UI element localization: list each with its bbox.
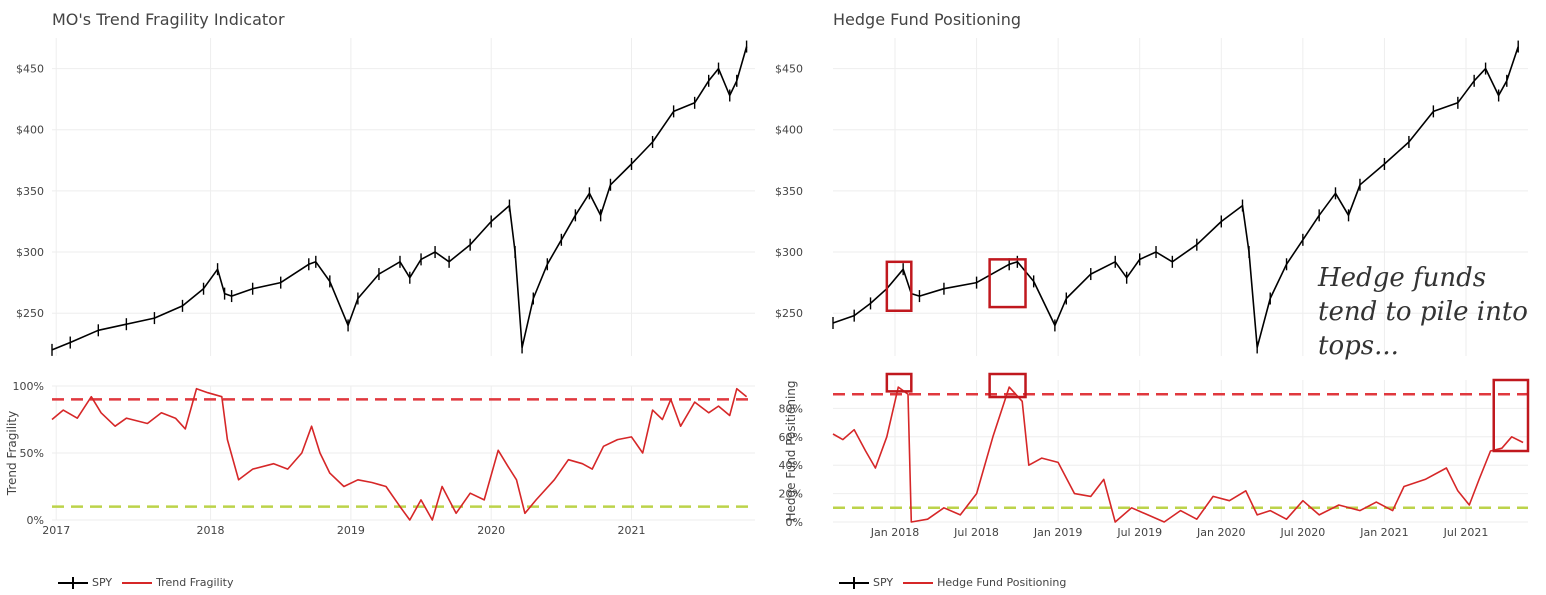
indicator-y-tick-label: 20% bbox=[779, 488, 803, 501]
x-tick-label: 2017 bbox=[42, 524, 70, 537]
spy-price-line bbox=[51, 46, 748, 351]
x-tick-label: 2019 bbox=[337, 524, 365, 537]
indicator-y-axis-title: Trend Fragility bbox=[5, 411, 19, 496]
legend-right: SPY Hedge Fund Positioning bbox=[839, 576, 1076, 589]
chart-panel-left: MO's Trend Fragility Indicator $250 $300 $… bbox=[5, 10, 755, 589]
x-tick-label: Jan 2020 bbox=[1196, 526, 1245, 539]
indicator-y-tick-label: 0% bbox=[27, 514, 44, 527]
price-y-tick-label: $450 bbox=[775, 63, 803, 76]
x-tick-label: Jan 2018 bbox=[870, 526, 919, 539]
x-tick-label: Jul 2019 bbox=[1116, 526, 1162, 539]
x-tick-label: Jul 2020 bbox=[1279, 526, 1325, 539]
indicator-line bbox=[51, 387, 748, 521]
legend-swatch-spy bbox=[58, 576, 88, 589]
legend-swatch-trend-fragility bbox=[122, 577, 153, 589]
highlight-box-indicator bbox=[988, 372, 1027, 399]
indicator-y-tick-label: 50% bbox=[20, 447, 44, 460]
indicator-y-tick-label: 40% bbox=[779, 459, 803, 472]
highlight-box-indicator bbox=[1492, 378, 1530, 453]
x-tick-label: Jan 2021 bbox=[1359, 526, 1408, 539]
x-tick-label: Jul 2018 bbox=[953, 526, 999, 539]
x-tick-label: 2020 bbox=[477, 524, 505, 537]
annotation-line-2: tend to pile into bbox=[1318, 296, 1528, 327]
x-tick-label: 2018 bbox=[197, 524, 225, 537]
legend-label-trend-fragility: Trend Fragility bbox=[156, 576, 234, 589]
highlight-box-indicator bbox=[885, 372, 913, 393]
indicator-y-tick-label: 0% bbox=[786, 516, 803, 529]
legend-label-hedge-fund-positioning: Hedge Fund Positioning bbox=[937, 576, 1067, 589]
legend-item-trend-fragility[interactable]: Trend Fragility bbox=[122, 576, 233, 589]
price-y-tick-label: $250 bbox=[16, 307, 44, 320]
chart-svg-right: $250 $300 $350 $400 $450 0% 20% 40% 60% 80% Jan 20… bbox=[775, 38, 1530, 539]
price-y-tick-label: $350 bbox=[16, 185, 44, 198]
indicator-y-axis-title: Hedge Fund Positioning bbox=[784, 380, 798, 521]
x-tick-label: 2021 bbox=[618, 524, 646, 537]
legend-label-spy: SPY bbox=[92, 576, 113, 589]
price-y-tick-label: $300 bbox=[16, 246, 44, 259]
chart-title-right: Hedge Fund Positioning bbox=[833, 10, 1022, 29]
legend-item-spy[interactable]: SPY bbox=[58, 576, 112, 589]
chart-panel-right: Hedge Fund Positioning $250 $300 $350 $400 $… bbox=[773, 0, 1546, 595]
legend-item-hedge-fund-positioning[interactable]: Hedge Fund Positioning bbox=[903, 576, 1066, 589]
legend-label-spy-right: SPY bbox=[873, 576, 894, 589]
legend-item-spy-right[interactable]: SPY bbox=[839, 576, 893, 589]
highlight-box-price bbox=[988, 258, 1027, 309]
chart-svg-left: $250 $300 $350 $400 $450 0% 50% 100% 2017 2018 201… bbox=[5, 38, 755, 537]
annotation-line-1: Hedge funds bbox=[1318, 263, 1487, 293]
price-y-tick-label: $450 bbox=[16, 63, 44, 76]
price-y-tick-label: $400 bbox=[775, 124, 803, 137]
price-y-tick-label: $350 bbox=[775, 185, 803, 198]
annotation-note: Hedge funds tend to pile into tops... bbox=[1318, 262, 1538, 363]
indicator-y-tick-label: 80% bbox=[779, 402, 803, 415]
indicator-line bbox=[832, 386, 1524, 523]
indicator-y-tick-label: 60% bbox=[779, 431, 803, 444]
legend-swatch-spy-right bbox=[839, 576, 869, 589]
price-y-tick-label: $400 bbox=[16, 124, 44, 137]
indicator-y-tick-label: 100% bbox=[13, 380, 44, 393]
annotation-line-3: tops... bbox=[1318, 330, 1399, 361]
price-y-tick-label: $300 bbox=[775, 246, 803, 259]
chart-title-left: MO's Trend Fragility Indicator bbox=[52, 10, 285, 29]
legend-swatch-hedge-fund-positioning bbox=[903, 577, 934, 589]
x-tick-label: Jan 2019 bbox=[1033, 526, 1082, 539]
legend-left: SPY Trend Fragility bbox=[58, 576, 243, 589]
x-tick-label: Jul 2021 bbox=[1443, 526, 1489, 539]
price-y-tick-label: $250 bbox=[775, 307, 803, 320]
highlight-box-price bbox=[885, 260, 913, 312]
